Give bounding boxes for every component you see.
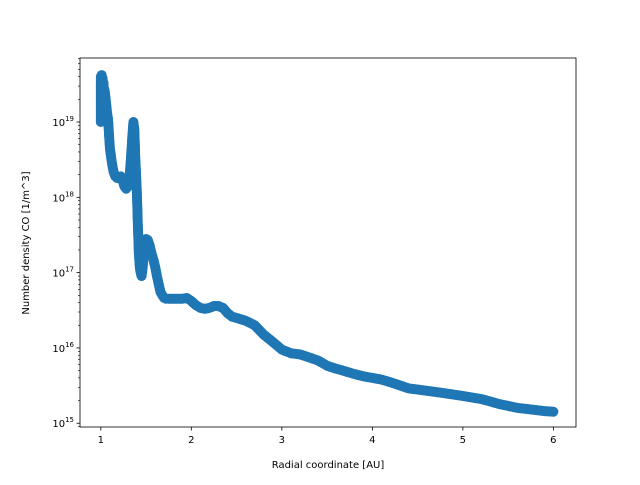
y-tick-label: 1016	[52, 341, 74, 355]
data-point	[548, 406, 559, 417]
y-axis-ticks: 1015 1016 1017 1018 1019	[52, 58, 80, 430]
x-tick-label: 1	[98, 435, 104, 446]
y-tick-label: 1015	[52, 416, 74, 430]
x-tick-label: 2	[188, 435, 194, 446]
x-tick-label: 6	[550, 435, 556, 446]
y-axis-label: Number density CO [1/m^3]	[21, 171, 32, 314]
plot-frame	[79, 57, 577, 428]
x-axis-ticks: 1 2 3 4 5 6	[98, 427, 557, 446]
y-tick-label: 1018	[52, 190, 74, 204]
y-tick-label: 1019	[52, 115, 74, 129]
data-points	[95, 70, 559, 417]
x-tick-label: 4	[369, 435, 375, 446]
x-axis-label: Radial coordinate [AU]	[272, 460, 385, 471]
x-tick-label: 3	[279, 435, 285, 446]
y-tick-label: 1017	[52, 266, 74, 280]
x-tick-label: 5	[460, 435, 466, 446]
